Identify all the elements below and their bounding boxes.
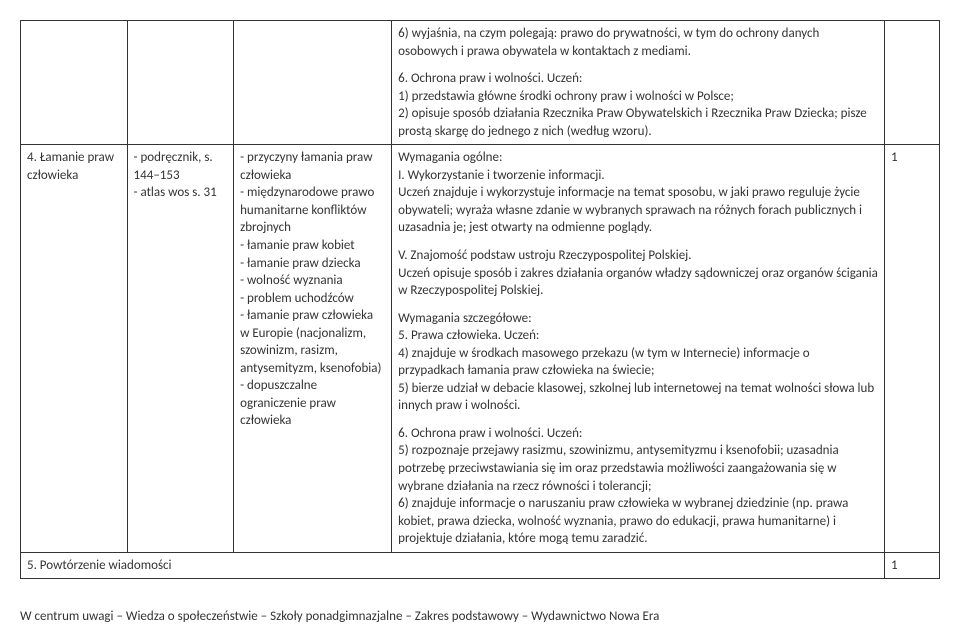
cell-hours: 1 bbox=[884, 145, 939, 552]
paragraph: 6. Ochrona praw i wolności. Uczeń: 5) ro… bbox=[398, 425, 878, 548]
table-row: 4. Łamanie praw człowieka - podręcznik, … bbox=[21, 145, 940, 552]
paragraph: V. Znajomość podstaw ustroju Rzeczypospo… bbox=[398, 247, 878, 300]
cell-hours: 1 bbox=[884, 552, 939, 579]
cell-source: - podręcznik, s. 144–153 - atlas wos s. … bbox=[127, 145, 234, 552]
cell-source bbox=[127, 21, 234, 145]
cell-content: - przyczyny łamania praw człowieka - mię… bbox=[234, 145, 392, 552]
paragraph: Wymagania szczegółowe: 5. Prawa człowiek… bbox=[398, 310, 878, 415]
cell-topic: 5. Powtórzenie wiadomości bbox=[21, 552, 885, 579]
cell-content bbox=[234, 21, 392, 145]
paragraph: Wymagania ogólne: I. Wykorzystanie i two… bbox=[398, 149, 878, 237]
cell-requirements: 6) wyjaśnia, na czym polegają: prawo do … bbox=[392, 21, 885, 145]
table-row: 5. Powtórzenie wiadomości 1 bbox=[21, 552, 940, 579]
paragraph: 6. Ochrona praw i wolności. Uczeń: 1) pr… bbox=[398, 70, 878, 140]
curriculum-table: 6) wyjaśnia, na czym polegają: prawo do … bbox=[20, 20, 940, 579]
footer-text: W centrum uwagi – Wiedza o społeczeństwi… bbox=[20, 609, 940, 624]
table-row: 6) wyjaśnia, na czym polegają: prawo do … bbox=[21, 21, 940, 145]
cell-requirements: Wymagania ogólne: I. Wykorzystanie i two… bbox=[392, 145, 885, 552]
paragraph: 6) wyjaśnia, na czym polegają: prawo do … bbox=[398, 25, 878, 60]
cell-topic bbox=[21, 21, 128, 145]
cell-hours bbox=[884, 21, 939, 145]
cell-topic: 4. Łamanie praw człowieka bbox=[21, 145, 128, 552]
